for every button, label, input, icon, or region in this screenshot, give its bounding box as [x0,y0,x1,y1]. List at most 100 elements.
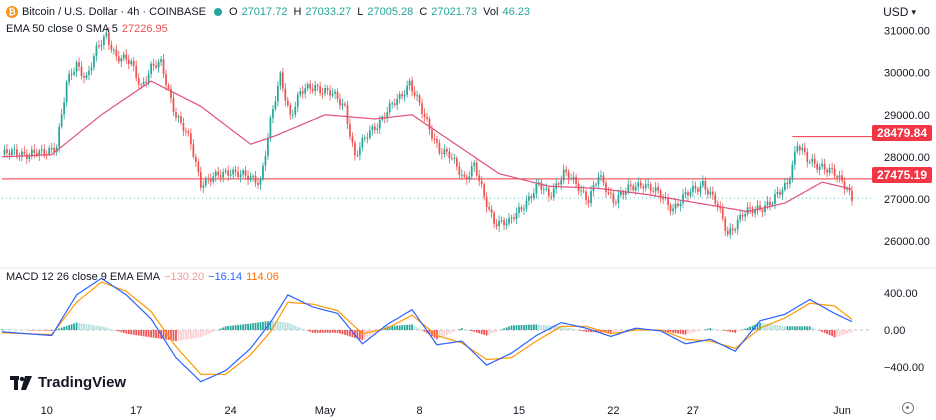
candle-body [798,146,801,151]
macd-histogram-bar [808,326,811,330]
candle-body [510,217,513,219]
candle-body [662,198,664,200]
settings-gear-icon[interactable] [902,402,914,414]
macd-histogram-bar [455,330,458,331]
candle-body [301,91,304,94]
macd-histogram-bar [63,326,66,330]
macd-histogram-bar [16,329,18,331]
candle-body [257,182,259,185]
candle-body [83,76,85,78]
candle-body [150,63,152,74]
macd-histogram-bar [759,322,761,330]
candle-body [286,100,289,106]
candle-body [637,182,640,187]
macd-histogram-bar [622,330,625,331]
candle-body [408,80,411,86]
macd-histogram-bar [244,324,247,330]
tradingview-logo[interactable]: TradingView [10,374,126,391]
macd-histogram-bar [572,329,575,330]
macd-histogram-bar [590,330,592,333]
candle-body [311,88,314,91]
candle-body [403,94,406,97]
candle-body [391,103,394,105]
candle-body [175,111,177,118]
macd-signal-value: 114.06 [246,271,279,283]
symbol-title[interactable]: Bitcoin / U.S. Dollar · 4h · COINBASE [22,6,206,18]
macd-histogram-bar [458,329,461,330]
macd-histogram-bar [637,328,640,330]
candle-body [433,138,436,140]
candle-body [63,102,66,115]
candle-body [137,78,140,85]
macd-histogram-bar [585,330,587,332]
candle-body [284,88,287,101]
candle-body [600,175,602,177]
candle-body [702,180,704,186]
macd-histogram-bar [135,330,138,336]
macd-histogram-bar [299,327,302,330]
candle-body [344,103,346,106]
candle-body [244,170,247,176]
candle-body [252,175,254,177]
candle-body [306,84,309,89]
candle-body [13,149,16,151]
macd-axis-tick-label: −400.00 [884,362,924,374]
macd-histogram-bar [577,330,580,331]
candle-body [155,65,157,68]
macd-histogram-bar [1,329,3,330]
macd-histogram-bar [53,330,56,331]
currency-selector[interactable]: USD ▾ [883,5,916,19]
candle-body [237,171,239,178]
macd-histogram-bar [150,330,152,338]
candle-body [33,149,36,153]
macd-histogram-bar [85,324,88,330]
macd-histogram-bar [167,330,170,340]
candle-body [570,178,573,180]
macd-histogram-bar [3,329,6,330]
candle-body [214,171,217,177]
candle-body [518,207,520,213]
candle-body [769,201,771,206]
macd-histogram-bar [58,328,61,330]
candle-body [356,155,359,157]
macd-histogram-bar [137,330,140,336]
candle-body [182,122,185,132]
macd-histogram-bar [542,325,545,330]
macd-histogram-bar [508,326,510,330]
candle-body [446,149,448,152]
macd-histogram-bar [122,330,125,333]
macd-histogram-bar [560,326,563,330]
candle-body [110,44,113,50]
candle-body [21,151,23,157]
candle-body [848,188,851,191]
candle-body [731,228,734,231]
macd-legend[interactable]: MACD 12 26 close 9 EMA EMA −130.20 −16.1… [6,271,279,283]
candle-body [672,208,674,212]
macd-histogram-bar [25,330,28,331]
macd-histogram-bar [411,324,413,330]
macd-histogram-bar [806,326,809,330]
ema-value: 27226.95 [121,23,168,35]
time-axis-tick-label: 8 [416,405,422,417]
candle-body [204,178,207,186]
candle-body [170,88,172,99]
candle-body [659,190,662,199]
candle-body [734,229,737,231]
candle-body [272,109,274,118]
macd-histogram-bar [232,325,235,330]
candle-body [610,192,612,194]
candle-body [714,194,717,204]
candle-body [117,56,120,62]
candle-body [115,49,118,57]
macd-histogram-bar [175,330,177,342]
macd-histogram-bar [846,330,848,334]
candle-body [135,65,138,79]
macd-histogram-bar [838,330,841,336]
candle-body [615,202,617,204]
ema-legend[interactable]: EMA 50 close 0 SMA 5 27226.95 [6,23,168,35]
macd-histogram-bar [682,330,684,335]
macd-histogram-bar [214,330,217,331]
macd-histogram-bar [105,327,108,330]
